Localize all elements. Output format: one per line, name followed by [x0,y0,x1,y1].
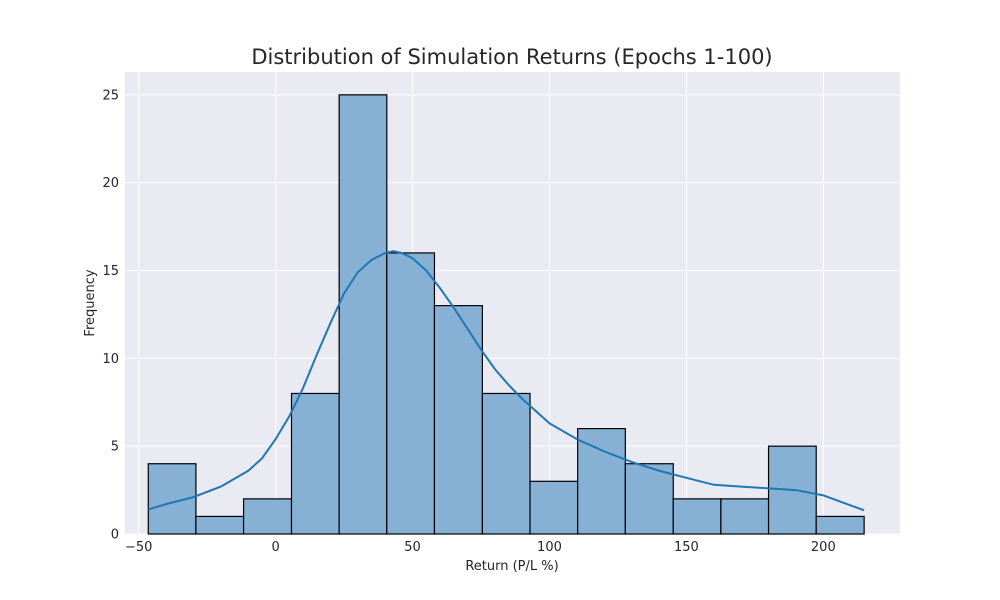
histogram-bar [195,515,245,535]
histogram-bar [624,463,674,535]
histogram-bar [815,515,865,535]
x-tick-label: 50 [404,540,421,555]
histogram-bar [720,498,770,535]
y-axis-label: Frequency [83,269,98,336]
y-tick-label: 15 [102,264,119,279]
histogram-bar [529,480,579,535]
y-tick-label: 25 [102,88,119,103]
histogram-bars [147,94,865,535]
histogram-bar [481,392,531,535]
y-tick-label: 0 [111,528,119,543]
x-tick-label: 0 [271,540,279,555]
x-tick-label: 100 [537,540,562,555]
histogram-bar [290,392,340,535]
y-tick-label: 10 [102,352,119,367]
kde-line [147,250,865,512]
y-tick-label: 5 [111,440,119,455]
x-tick-label: −50 [125,540,152,555]
y-axis-ticks: 0 5 10 15 20 25 [102,88,119,542]
histogram-bar [672,498,722,535]
histogram-bar [386,252,436,535]
x-axis-label: Return (P/L %) [465,559,558,574]
y-tick-label: 20 [102,176,119,191]
x-axis-ticks: −50 0 50 100 150 200 [125,540,836,555]
x-tick-label: 150 [674,540,699,555]
x-tick-label: 200 [811,540,836,555]
histogram-bar [338,94,388,535]
histogram-bar [242,498,293,535]
chart-title: Distribution of Simulation Returns (Epoc… [251,45,772,69]
histogram-bar [577,428,626,535]
histogram-bar [433,305,483,535]
